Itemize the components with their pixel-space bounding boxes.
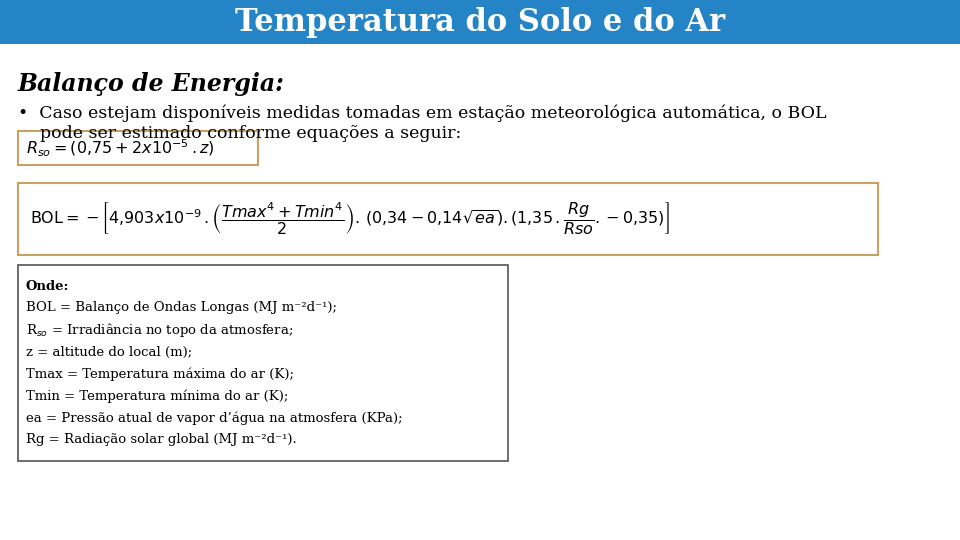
Bar	[18, 183, 878, 255]
Text: Tmax = Temperatura máxima do ar (K);: Tmax = Temperatura máxima do ar (K);	[26, 367, 294, 381]
Text: z = altitude do local (m);: z = altitude do local (m);	[26, 346, 192, 359]
Text: $R_{so} = (0{,}75 + 2x10^{-5}\,.z)$: $R_{so} = (0{,}75 + 2x10^{-5}\,.z)$	[26, 138, 215, 159]
Text: BOL = Balanço de Ondas Longas (MJ m⁻²d⁻¹);: BOL = Balanço de Ondas Longas (MJ m⁻²d⁻¹…	[26, 301, 337, 314]
Text: Temperatura do Solo e do Ar: Temperatura do Solo e do Ar	[235, 6, 725, 37]
Text: Tmin = Temperatura mínima do ar (K);: Tmin = Temperatura mínima do ar (K);	[26, 389, 288, 403]
Bar	[18, 131, 258, 165]
Text: •  Caso estejam disponíveis medidas tomadas em estação meteorológica automática,: • Caso estejam disponíveis medidas tomad…	[18, 105, 827, 123]
Text: Onde:: Onde:	[26, 280, 69, 293]
Text: $\mathrm{BOL} = -\left[4{,}903x10^{-9}\,.\left(\dfrac{\mathit{Tmax}^4 + \mathit{: $\mathrm{BOL} = -\left[4{,}903x10^{-9}\,…	[30, 201, 670, 237]
Bar	[0, 0, 960, 44]
Text: ea = Pressão atual de vapor d’água na atmosfera (KPa);: ea = Pressão atual de vapor d’água na at…	[26, 411, 402, 425]
Text: pode ser estimado conforme equações a seguir:: pode ser estimado conforme equações a se…	[40, 125, 461, 142]
Text: R$_{so}$ = Irradiância no topo da atmosfera;: R$_{so}$ = Irradiância no topo da atmosf…	[26, 321, 293, 339]
Text: Balanço de Energia:: Balanço de Energia:	[18, 72, 285, 96]
Bar	[18, 265, 508, 461]
Text: Rg = Radiação solar global (MJ m⁻²d⁻¹).: Rg = Radiação solar global (MJ m⁻²d⁻¹).	[26, 434, 297, 447]
